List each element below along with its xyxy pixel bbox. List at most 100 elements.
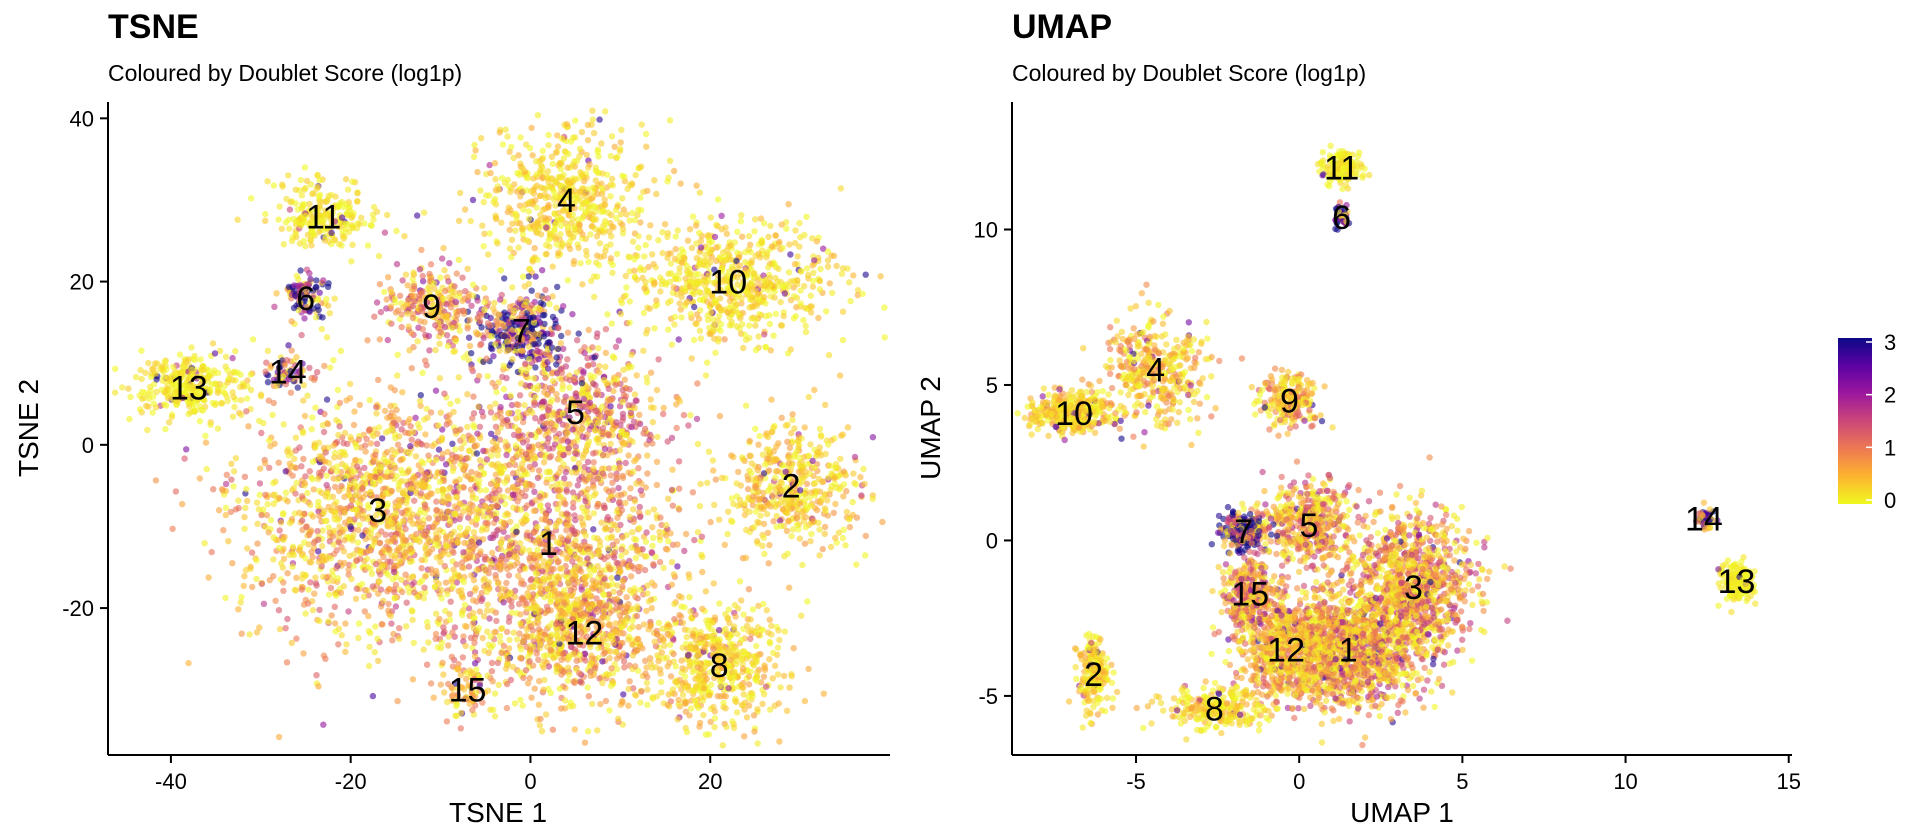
cell-point [481, 502, 489, 509]
cell-point [644, 686, 651, 693]
cell-point [495, 563, 502, 570]
cell-point [458, 445, 465, 452]
cell-point [275, 495, 283, 502]
cell-point [169, 525, 176, 532]
cell-point [607, 472, 614, 479]
cell-point [181, 455, 188, 462]
cell-point [402, 623, 410, 630]
cell-point [630, 506, 637, 513]
cell-point [584, 186, 592, 193]
cell-point [299, 571, 306, 578]
cell-point [468, 350, 475, 357]
cell-point [376, 578, 383, 585]
cell-point [420, 521, 427, 528]
cell-point [778, 414, 785, 421]
cell-point [513, 215, 520, 222]
cell-point [759, 700, 766, 708]
cell-point [307, 528, 314, 536]
cell-point [391, 594, 399, 602]
cell-point [433, 554, 440, 561]
cell-point [570, 499, 577, 507]
cell-point [300, 455, 307, 463]
cell-point [670, 167, 678, 175]
cell-point [507, 303, 514, 310]
cell-point [280, 579, 287, 586]
cell-point [509, 663, 517, 671]
cell-point [607, 403, 614, 410]
cell-point [545, 663, 553, 670]
cell-point [338, 482, 345, 490]
cell-point [637, 487, 644, 494]
cell-point [396, 479, 403, 486]
cell-point [340, 450, 347, 458]
cell-point [585, 548, 592, 556]
cell-point [602, 524, 609, 532]
cell-point [545, 178, 552, 185]
cell-point [612, 207, 619, 214]
cell-point [208, 548, 215, 556]
cell-point [549, 160, 556, 168]
cell-point [420, 646, 427, 653]
cell-point [436, 375, 444, 382]
cell-point [627, 573, 635, 580]
cell-point [185, 659, 192, 667]
tsne-panel: TSNE Coloured by Doublet Score (log1p) 1… [13, 8, 890, 828]
cell-point [740, 456, 747, 463]
cell-point [566, 384, 573, 391]
cell-point [702, 731, 710, 738]
cell-point [602, 697, 610, 705]
cell-point [417, 392, 424, 399]
cell-point [736, 496, 744, 504]
cell-point [557, 493, 564, 500]
cell-point [312, 404, 319, 411]
cell-point [637, 586, 644, 593]
cell-point [621, 376, 628, 383]
cell-point [801, 697, 809, 705]
cell-point [569, 540, 576, 548]
cell-point [432, 473, 439, 480]
cell-point [786, 684, 793, 691]
cell-point [682, 530, 690, 538]
cell-point [549, 377, 557, 385]
cell-point [321, 410, 328, 418]
cell-point [583, 151, 590, 159]
cell-point [504, 133, 511, 140]
cell-point [702, 588, 710, 595]
cell-point [712, 476, 719, 483]
cell-point [719, 742, 726, 749]
cell-point [258, 511, 265, 519]
cell-point [844, 424, 852, 431]
cell-point [553, 390, 560, 398]
cell-point [275, 459, 282, 466]
cell-point [578, 380, 586, 387]
cell-point [506, 409, 513, 417]
cell-point [626, 587, 634, 594]
cell-point [766, 616, 773, 623]
cell-point [745, 673, 753, 680]
cell-point [614, 153, 621, 161]
cell-point [540, 398, 548, 405]
cell-point [579, 385, 586, 392]
cell-point [412, 479, 420, 487]
cell-point [315, 558, 322, 566]
cell-point [357, 457, 364, 465]
cell-point [532, 197, 539, 204]
cell-point [548, 475, 555, 483]
cell-point [402, 571, 409, 578]
cell-point [461, 622, 469, 630]
cell-point [444, 591, 451, 598]
cell-point [323, 396, 331, 403]
cell-point [586, 494, 593, 501]
cell-point [296, 444, 303, 451]
cell-point [475, 539, 483, 546]
cell-point [518, 226, 526, 233]
cell-point [549, 533, 557, 541]
cell-point [356, 401, 363, 409]
cell-point [244, 377, 251, 384]
cell-point [582, 199, 590, 207]
cell-point [631, 391, 639, 398]
cell-point [350, 421, 358, 429]
cell-point [816, 425, 824, 433]
cell-point [789, 416, 796, 423]
cell-point [545, 201, 552, 209]
